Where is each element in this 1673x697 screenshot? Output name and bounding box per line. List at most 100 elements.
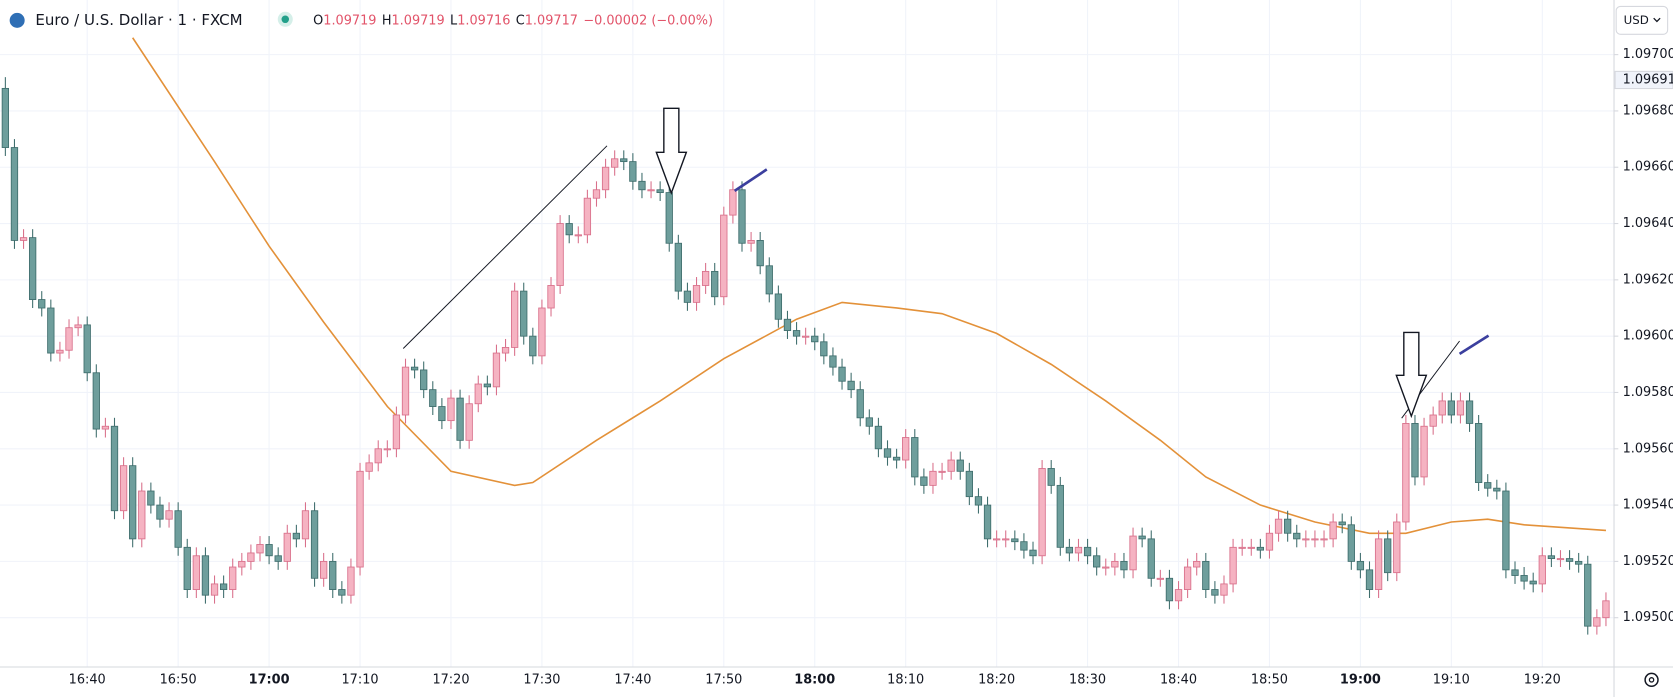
candle-body (356, 470, 364, 568)
candle-body (1474, 423, 1483, 483)
candle-body (1211, 589, 1219, 596)
candle-body (802, 335, 810, 338)
currency-button[interactable] (1615, 5, 1669, 35)
candle-body (1183, 566, 1192, 590)
candle-body (1447, 400, 1455, 416)
y-tick-label: 1.09680 (1623, 103, 1673, 118)
candle-body (1074, 546, 1083, 554)
candle-body (1029, 549, 1037, 557)
candle-body (1511, 569, 1519, 576)
candle-body (756, 240, 764, 267)
candle-body (492, 352, 501, 388)
candles (1, 77, 1610, 635)
candle-body (1102, 566, 1110, 569)
x-tick-label: 19:20 (1524, 672, 1561, 687)
candle-body (1138, 535, 1146, 540)
y-tick-label: 1.09580 (1623, 385, 1673, 400)
candle-body (1347, 524, 1355, 562)
arrow (655, 107, 688, 196)
candle-body (701, 270, 710, 286)
candle-body (1411, 423, 1419, 478)
settings-icon[interactable] (1644, 672, 1659, 688)
x-tick-label: 18:40 (1160, 672, 1197, 687)
candle-body (601, 166, 610, 191)
candle-body (256, 544, 264, 554)
x-tick-label: 18:30 (1069, 672, 1106, 687)
candle-body (1038, 468, 1046, 557)
currency-label[interactable]: USD (1624, 13, 1649, 27)
candle-body (1011, 538, 1019, 543)
candle-body (1320, 538, 1328, 541)
x-tick-label: 17:00 (249, 672, 290, 687)
candle-body (583, 197, 592, 236)
candle-body (829, 355, 837, 368)
candle-body (629, 161, 637, 182)
x-tick-label: 19:10 (1433, 672, 1470, 687)
candle-body (410, 366, 419, 371)
y-tick-label: 1.09600 (1623, 329, 1673, 344)
candle-body (1129, 535, 1137, 571)
candle-body (747, 240, 755, 244)
candle-body (1093, 555, 1101, 568)
candle-body (520, 290, 528, 337)
candle-body (556, 223, 564, 286)
candle-body (1429, 414, 1437, 427)
settings-icon-center[interactable] (1648, 677, 1655, 683)
candle-body (938, 470, 946, 473)
y-tick-label: 1.09520 (1623, 554, 1673, 569)
candle-body (1111, 560, 1119, 568)
marker-line (1458, 334, 1490, 355)
candle-body (65, 327, 73, 351)
candle-body (665, 192, 673, 244)
symbol-title[interactable]: Euro / U.S. Dollar · 1 · FXCM (35, 11, 242, 29)
y-tick-label: 1.09540 (1623, 498, 1673, 513)
ohlc-value: 1.09716 (457, 13, 510, 28)
ohlc-value: 1.09719 (392, 13, 445, 28)
candle-body (165, 510, 173, 520)
time-axis: 16:40 16:50 17:00 17:10 17:20 17:30 17:40 17:50… (69, 672, 1561, 687)
candle-body (1338, 521, 1346, 526)
candle-body (1220, 583, 1228, 596)
candle-body (1147, 538, 1155, 579)
candle-body (1365, 569, 1374, 590)
candle-body (1584, 563, 1592, 627)
candle-body (420, 369, 428, 391)
candle-body (1529, 580, 1537, 585)
candle-body (1420, 425, 1428, 478)
candle-body (1284, 518, 1292, 534)
price-axis: 1.09500 1.09520 1.09540 1.09560 1.09580 1.096… (1614, 47, 1673, 625)
candle-body (892, 456, 901, 461)
candle-body (683, 290, 692, 303)
candle-body (456, 397, 464, 441)
candle-body (510, 290, 519, 348)
ohlc-value: 1.09717 (525, 13, 578, 28)
ohlc-key: L (450, 13, 458, 28)
x-tick-label: 17:50 (705, 672, 742, 687)
candle-body (1520, 575, 1528, 582)
candle-body (210, 583, 219, 596)
candle-body (465, 403, 473, 441)
candle-body (474, 383, 482, 405)
candle-body (1502, 490, 1510, 571)
chevron[interactable] (1653, 17, 1661, 23)
x-tick-label: 16:40 (69, 672, 106, 687)
candle-body (129, 465, 137, 540)
candle-body (711, 270, 719, 298)
candle-body (38, 299, 46, 309)
candle-body (1456, 400, 1465, 416)
candle-body (1238, 546, 1246, 549)
y-tick-label: 1.09640 (1623, 216, 1673, 231)
candle-body (238, 560, 246, 568)
candle-body (156, 504, 164, 520)
candle-body (1047, 468, 1055, 486)
y-tick-label: 1.09560 (1623, 441, 1673, 456)
candle-body (310, 510, 319, 579)
candle-body (529, 335, 537, 357)
candle-body (592, 189, 601, 199)
candle-body (874, 425, 883, 450)
x-tick-label: 17:40 (614, 672, 651, 687)
ohlc-legend: O1.09719 H1.09719 L1.09716 C1.09717 −0.00002… (313, 13, 713, 28)
candle-body (902, 437, 910, 461)
